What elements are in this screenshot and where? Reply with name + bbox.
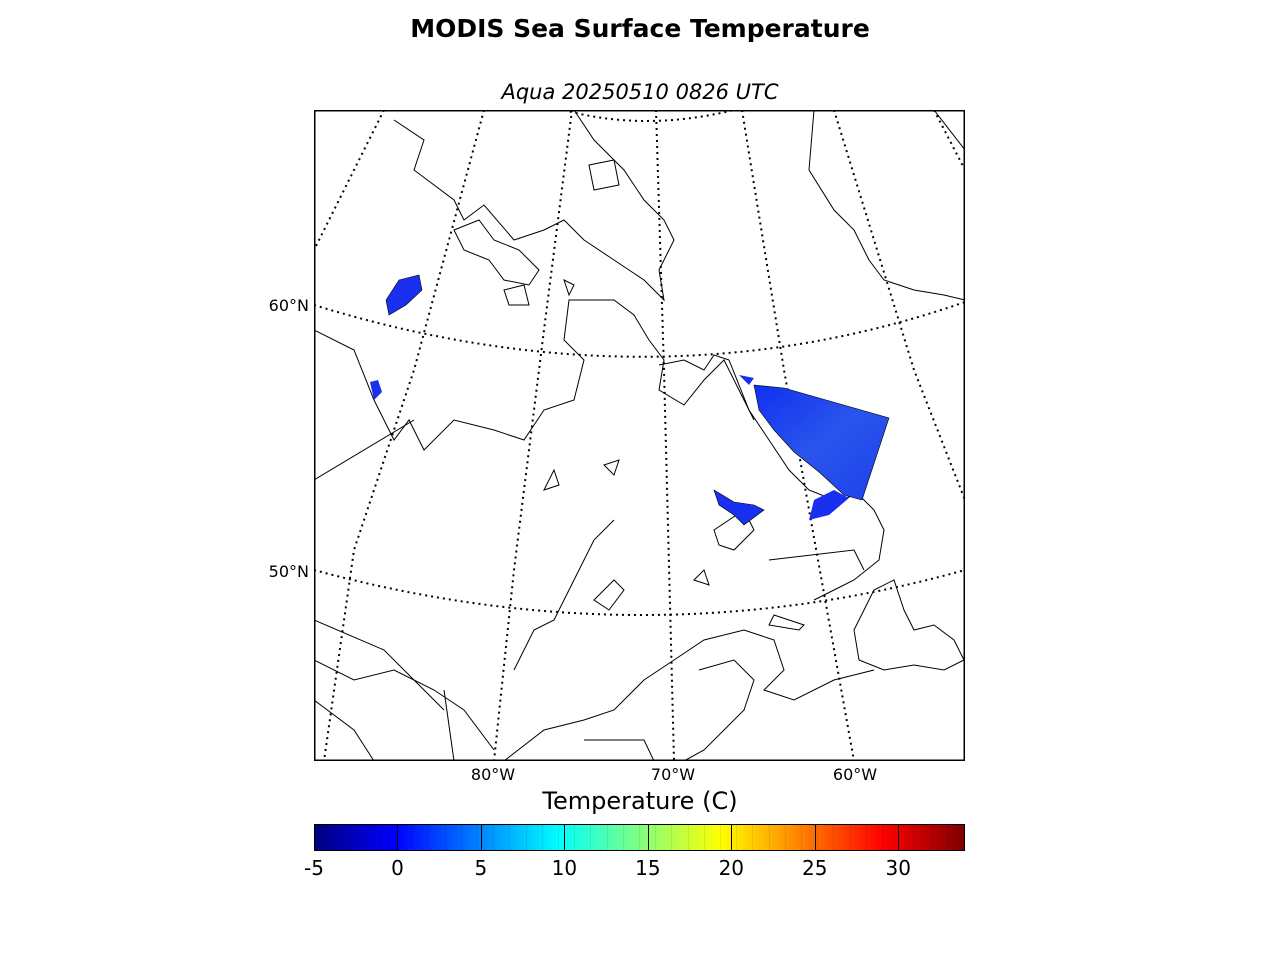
colorbar-divider <box>703 825 705 850</box>
lon-label-80w: 80°W <box>470 765 516 784</box>
colorbar-tick-mark <box>314 824 315 851</box>
colorbar-divider <box>930 825 932 850</box>
colorbar-divider <box>363 825 365 850</box>
colorbar-divider <box>558 825 559 850</box>
colorbar-divider <box>833 825 835 850</box>
chart-subtitle: Aqua 20250510 0826 UTC <box>501 80 779 104</box>
colorbar-divider <box>671 825 673 850</box>
colorbar-divider <box>574 825 576 850</box>
colorbar-tick-label: 0 <box>391 856 404 880</box>
sst-swath <box>370 274 890 526</box>
colorbar-tick-label: 25 <box>802 856 828 880</box>
colorbar-divider <box>379 825 381 850</box>
colorbar-divider <box>849 825 851 850</box>
colorbar-tick-mark <box>814 824 816 851</box>
colorbar-divider <box>882 825 883 850</box>
colorbar-divider <box>946 825 948 850</box>
chart-title: MODIS Sea Surface Temperature <box>410 14 870 43</box>
colorbar-divider <box>396 825 397 850</box>
colorbar-divider <box>428 825 430 850</box>
colorbar-divider <box>590 825 592 850</box>
colorbar-divider <box>460 825 462 850</box>
lat-label-50n: 50°N <box>268 562 309 581</box>
colorbar-tick-mark <box>731 824 733 851</box>
colorbar-divider <box>444 825 446 850</box>
colorbar-divider <box>687 825 689 850</box>
map-panel <box>314 110 965 761</box>
colorbar-divider <box>817 825 819 850</box>
lon-label-60w: 60°W <box>832 765 878 784</box>
colorbar-tick-label: 30 <box>885 856 911 880</box>
colorbar-divider <box>784 825 786 850</box>
colorbar-tick-label: 5 <box>474 856 488 880</box>
colorbar-divider <box>736 825 738 850</box>
colorbar-tick-label: 15 <box>635 856 661 880</box>
colorbar <box>314 824 965 851</box>
colorbar-tick-label: -5 <box>304 856 324 880</box>
colorbar-divider <box>412 825 414 850</box>
colorbar-divider <box>525 825 527 850</box>
colorbar-divider <box>720 825 721 850</box>
colorbar-tick-mark <box>647 824 649 851</box>
colorbar-tick-mark <box>397 824 399 851</box>
colorbar-divider <box>752 825 754 850</box>
colorbar-divider <box>655 825 657 850</box>
graticule <box>314 110 965 761</box>
colorbar-tick-label: 20 <box>718 856 745 880</box>
lat-label-60n: 60°N <box>268 296 309 315</box>
colorbar-divider <box>622 825 624 850</box>
colorbar-divider <box>331 825 333 850</box>
colorbar-divider <box>801 825 802 850</box>
colorbar-divider <box>865 825 867 850</box>
coastlines <box>314 110 965 761</box>
colorbar-divider <box>914 825 916 850</box>
lon-label-70w: 70°W <box>650 765 696 784</box>
colorbar-tick-label: 10 <box>551 856 578 880</box>
colorbar-divider <box>541 825 543 850</box>
colorbar-divider <box>477 825 478 850</box>
colorbar-divider <box>347 825 349 850</box>
colorbar-tick-mark <box>480 824 482 851</box>
colorbar-divider <box>639 825 640 850</box>
colorbar-title: Temperature (C) <box>542 787 738 815</box>
colorbar-divider <box>509 825 511 850</box>
colorbar-tick-mark <box>898 824 900 851</box>
colorbar-tick-mark <box>564 824 566 851</box>
colorbar-divider <box>606 825 608 850</box>
colorbar-divider <box>493 825 495 850</box>
colorbar-divider <box>768 825 770 850</box>
